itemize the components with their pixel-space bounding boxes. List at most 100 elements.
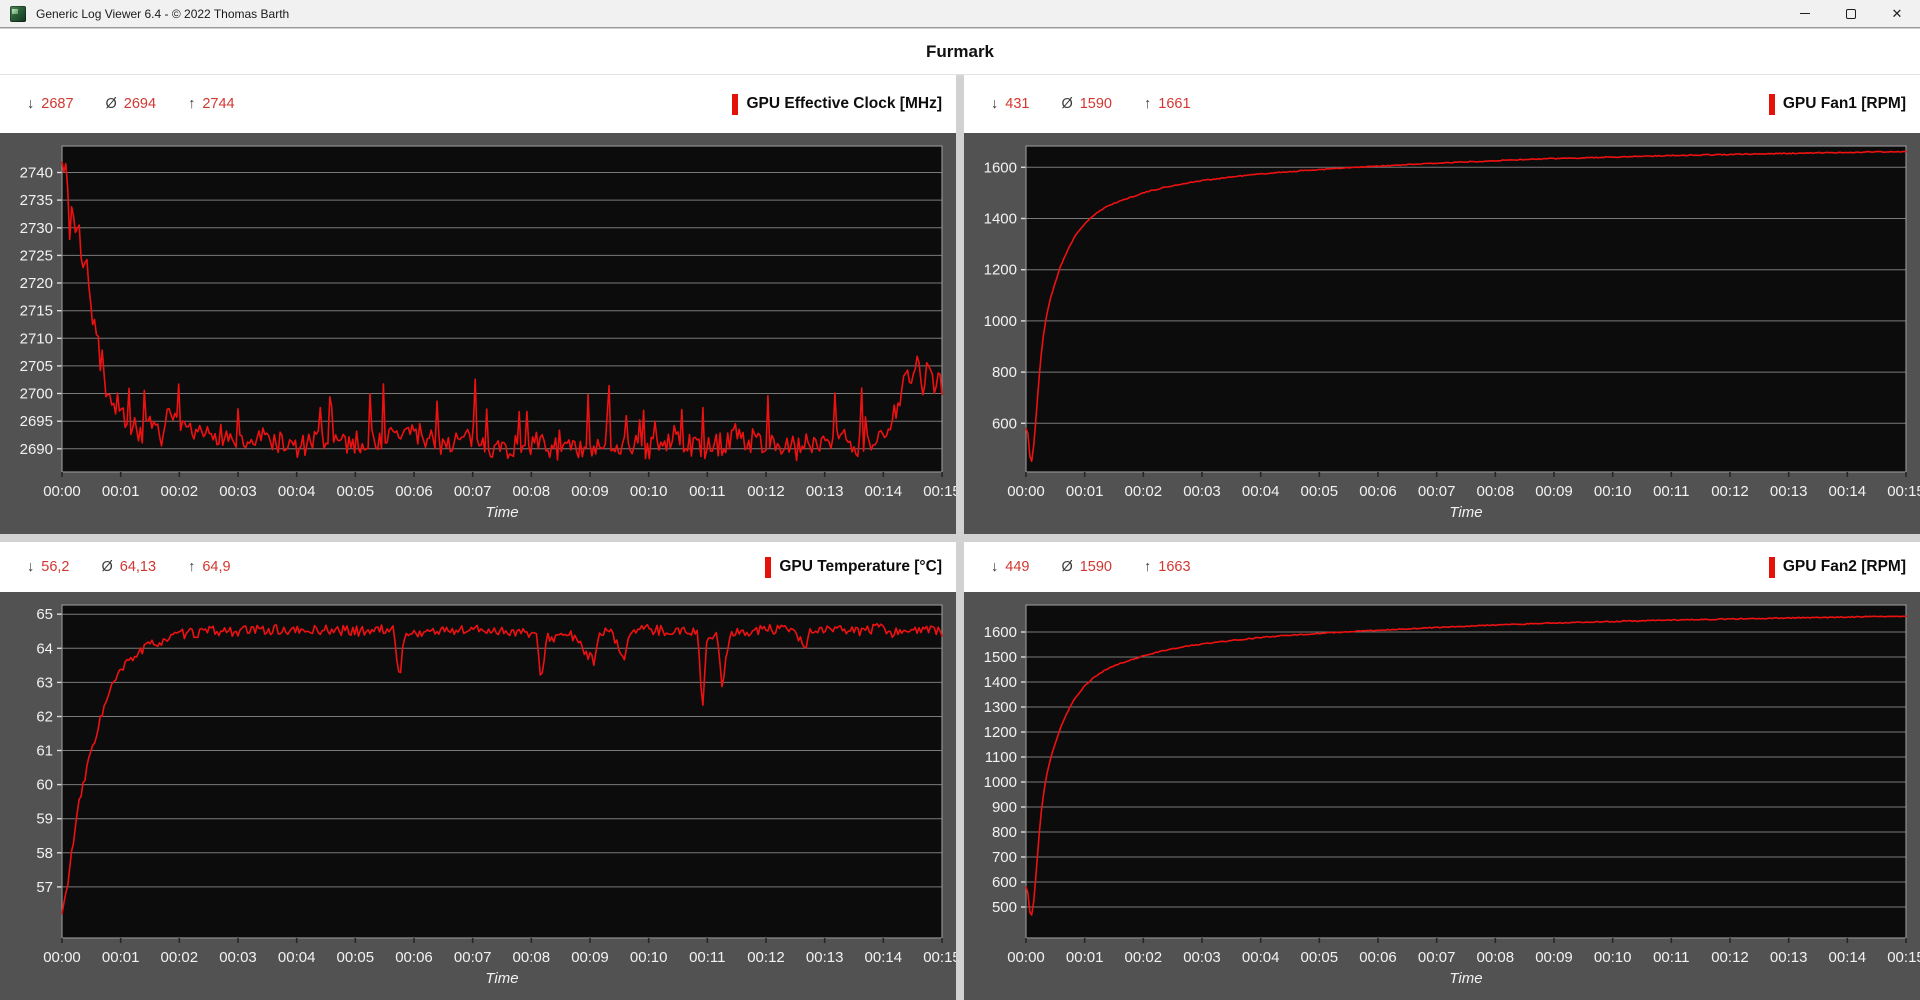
x-tick-label: 00:02 [161, 949, 199, 966]
stat-avg: Ø 1590 [1061, 559, 1112, 575]
x-tick-label: 00:14 [1829, 483, 1867, 500]
x-tick-label: 00:11 [1653, 483, 1689, 500]
x-tick-label: 00:04 [278, 949, 316, 966]
down-arrow-icon: ↓ [27, 96, 35, 112]
line-chart[interactable]: 57 58 59 60 61 62 63 64 65 00:00 00:01 00:02 00:03 00… [0, 592, 956, 1000]
x-axis-label: Time [485, 504, 518, 521]
y-tick-label: 2700 [20, 386, 53, 403]
x-tick-label: 00:13 [1770, 483, 1808, 500]
x-tick-label: 00:03 [1183, 949, 1221, 966]
y-tick-label: 62 [36, 709, 53, 726]
stat-max-value: 1663 [1158, 559, 1191, 575]
x-tick-label: 00:12 [747, 483, 785, 500]
x-tick-label: 00:01 [102, 483, 140, 500]
x-tick-label: 00:01 [102, 949, 140, 966]
x-tick-label: 00:00 [43, 949, 81, 966]
x-axis-label: Time [1449, 970, 1482, 987]
series-line [61, 161, 943, 462]
x-tick-label: 00:13 [806, 483, 844, 500]
stat-avg: Ø 64,13 [101, 559, 156, 575]
window-title: Generic Log Viewer 6.4 - © 2022 Thomas B… [36, 6, 290, 21]
x-tick-label: 00:05 [1301, 483, 1339, 500]
legend-color-bar [1768, 556, 1775, 578]
plot-area [1026, 605, 1906, 938]
up-arrow-icon: ↑ [188, 96, 196, 112]
line-chart[interactable]: 600 800 1000 1200 1400 1600 00:00 00:01 00:02 00:… [964, 133, 1920, 534]
x-tick-label: 00:11 [1653, 949, 1689, 966]
x-tick-label: 00:10 [1594, 949, 1632, 966]
series-line [1025, 615, 1907, 916]
window-titlebar[interactable]: Generic Log Viewer 6.4 - © 2022 Thomas B… [0, 0, 1920, 28]
series-line [1025, 150, 1907, 463]
chart-header: ↓ 449 Ø 1590 ↑ 1663 GPU Fan2 [RPM] [964, 542, 1920, 592]
stat-min-value: 56,2 [41, 559, 70, 575]
y-tick-label: 58 [36, 845, 53, 862]
x-tick-label: 00:06 [395, 949, 433, 966]
y-tick-label: 2705 [20, 358, 53, 375]
stat-max-value: 64,9 [202, 559, 231, 575]
x-tick-label: 00:04 [1242, 949, 1280, 966]
y-tick-label: 1000 [984, 313, 1017, 330]
chart-canvas[interactable]: 2690 2695 2700 2705 2710 2715 2720 2725 2730 2735… [0, 133, 956, 534]
x-tick-label: 00:02 [1125, 483, 1163, 500]
stat-avg-value: 64,13 [119, 559, 157, 575]
y-tick-label: 1400 [984, 674, 1017, 691]
x-tick-label: 00:10 [630, 483, 668, 500]
stat-min-value: 449 [1005, 559, 1030, 575]
x-tick-label: 00:06 [1359, 949, 1397, 966]
x-tick-label: 00:07 [1418, 949, 1456, 966]
close-button[interactable]: ✕ [1874, 0, 1920, 27]
up-arrow-icon: ↑ [188, 559, 196, 575]
line-chart[interactable]: 500 600 700 800 900 1000 1100 1200 1300 1400 1500 1… [964, 592, 1920, 1000]
x-tick-label: 00:07 [454, 949, 492, 966]
y-tick-label: 1500 [984, 649, 1017, 666]
x-axis-label: Time [485, 970, 518, 987]
plot-area [62, 605, 942, 938]
chart-panel-gpu-fan2: ↓ 449 Ø 1590 ↑ 1663 GPU Fan2 [RPM] 500 600 70… [964, 542, 1920, 1000]
stat-min: ↓ 56,2 [27, 559, 69, 575]
minimize-button[interactable] [1782, 0, 1828, 27]
stats-row: ↓ 431 Ø 1590 ↑ 1661 [991, 96, 1191, 112]
x-tick-label: 00:00 [1007, 949, 1045, 966]
y-tick-label: 1100 [985, 749, 1017, 766]
chart-panel-gpu-effective-clock: ↓ 2687 Ø 2694 ↑ 2744 GPU Effective Clock [M… [0, 75, 956, 534]
chart-title-text: GPU Fan1 [RPM] [1782, 95, 1906, 112]
chart-canvas[interactable]: 500 600 700 800 900 1000 1100 1200 1300 1400 1500 1… [964, 592, 1920, 1000]
y-tick-label: 800 [992, 364, 1017, 381]
chart-header: ↓ 431 Ø 1590 ↑ 1661 GPU Fan1 [RPM] [964, 75, 1920, 133]
maximize-icon [1846, 8, 1856, 19]
y-tick-label: 2710 [20, 330, 53, 347]
stat-max: ↑ 2744 [188, 96, 235, 112]
x-tick-label: 00:12 [1711, 483, 1749, 500]
x-tick-label: 00:01 [1066, 483, 1104, 500]
x-tick-label: 00:06 [1359, 483, 1397, 500]
y-tick-label: 2740 [20, 165, 53, 182]
chart-panel-gpu-fan1: ↓ 431 Ø 1590 ↑ 1661 GPU Fan1 [RPM] 600 800 10… [964, 75, 1920, 534]
x-tick-label: 00:02 [161, 483, 199, 500]
maximize-button[interactable] [1828, 0, 1874, 27]
up-arrow-icon: ↑ [1144, 559, 1152, 575]
x-tick-label: 00:13 [806, 949, 844, 966]
stats-row: ↓ 449 Ø 1590 ↑ 1663 [991, 559, 1191, 575]
x-tick-label: 00:15 [923, 483, 956, 500]
stat-max: ↑ 1663 [1144, 559, 1191, 575]
stats-row: ↓ 56,2 Ø 64,13 ↑ 64,9 [27, 559, 231, 575]
y-tick-label: 1300 [984, 699, 1017, 716]
chart-title-text: GPU Fan2 [RPM] [1782, 558, 1906, 575]
y-tick-label: 61 [36, 743, 53, 760]
chart-canvas[interactable]: 57 58 59 60 61 62 63 64 65 00:00 00:01 00:02 00:03 00… [0, 592, 956, 1000]
chart-header: ↓ 56,2 Ø 64,13 ↑ 64,9 GPU Temperature [°C] [0, 542, 956, 592]
x-tick-label: 00:14 [1829, 949, 1867, 966]
average-icon: Ø [105, 96, 117, 112]
x-tick-label: 00:14 [865, 949, 903, 966]
average-icon: Ø [101, 559, 113, 575]
chart-title-text: GPU Temperature [°C] [779, 558, 942, 575]
chart-title: GPU Temperature [°C] [765, 556, 942, 578]
x-tick-label: 00:08 [1477, 483, 1515, 500]
y-tick-label: 63 [36, 674, 53, 691]
y-tick-label: 65 [36, 606, 53, 623]
plot-area [1026, 146, 1906, 472]
chart-canvas[interactable]: 600 800 1000 1200 1400 1600 00:00 00:01 00:02 00:… [964, 133, 1920, 534]
line-chart[interactable]: 2690 2695 2700 2705 2710 2715 2720 2725 2730 2735… [0, 133, 956, 534]
chart-header: ↓ 2687 Ø 2694 ↑ 2744 GPU Effective Clock [M… [0, 75, 956, 133]
